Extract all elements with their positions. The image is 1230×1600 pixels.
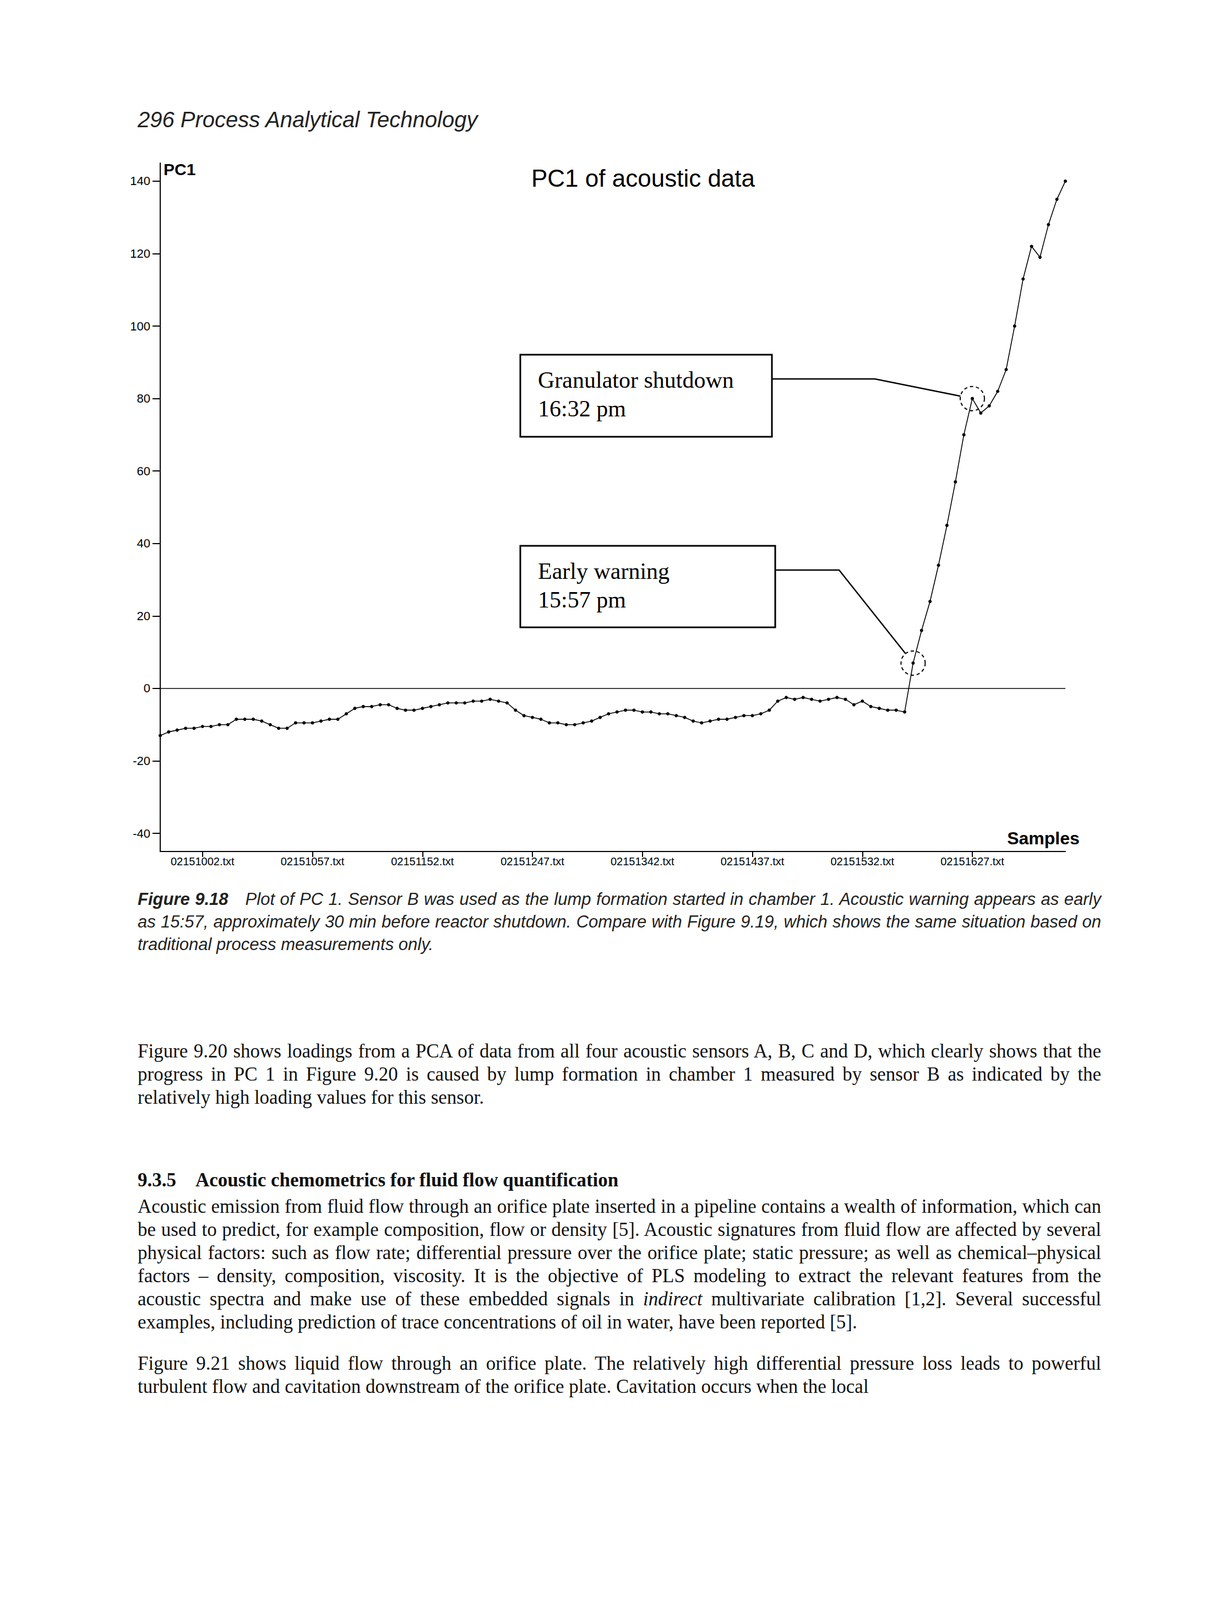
svg-text:02151152.txt: 02151152.txt [390,855,455,868]
html-text:Figure 9.18 Plot of PC 1. Sens: Figure 9.18 Plot of PC 1. Sensor B was u… [137,889,1102,954]
html-text:Acoustic emission from fluid f: Acoustic emission from fluid flow throug… [137,1195,1102,1333]
svg-text:Early warning: Early warning [537,558,670,584]
svg-text:Granulator shutdown: Granulator shutdown [537,367,734,393]
svg-text:PC1 of acoustic data: PC1 of acoustic data [531,164,756,192]
svg-text:Samples: Samples [1007,828,1080,848]
svg-text:60: 60 [137,464,151,478]
svg-text:15:57 pm: 15:57 pm [537,586,627,613]
svg-text:40: 40 [137,536,151,551]
html-text:Figure 9.21 shows liquid flow: Figure 9.21 shows liquid flow through an… [137,1352,1102,1397]
svg-text:0: 0 [143,681,151,695]
svg-text:02151342.txt: 02151342.txt [610,855,675,868]
svg-text:PC1: PC1 [163,160,196,179]
html-text:Figure 9.20 shows loadings fro: Figure 9.20 shows loadings from a PCA of… [137,1040,1102,1108]
html-text:9.3.5 Acoustic chemometrics fo: 9.3.5 Acoustic chemometrics for fluid fl… [137,1168,619,1191]
svg-text:02151627.txt: 02151627.txt [940,855,1005,868]
svg-text:80: 80 [137,391,151,406]
svg-text:-20: -20 [132,753,151,768]
svg-text:02151532.txt: 02151532.txt [830,855,895,868]
svg-text:120: 120 [129,246,151,261]
svg-text:02151247.txt: 02151247.txt [500,855,565,868]
svg-text:-40: -40 [132,826,151,841]
html-text:296 Process Analytical Technol: 296 Process Analytical Technology [137,107,478,132]
svg-text:02151437.txt: 02151437.txt [720,855,785,868]
svg-text:20: 20 [137,608,151,623]
svg-text:100: 100 [129,319,151,334]
svg-text:140: 140 [129,173,151,188]
svg-text:02151002.txt: 02151002.txt [170,855,235,868]
svg-text:16:32 pm: 16:32 pm [537,395,627,422]
svg-text:02151057.txt: 02151057.txt [280,855,345,868]
